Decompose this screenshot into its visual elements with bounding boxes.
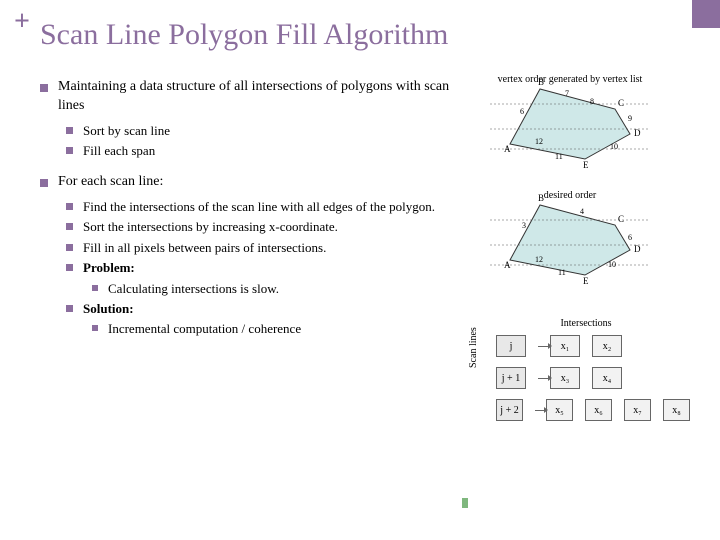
bullet-solution-detail: Incremental computation / coherence [92, 320, 460, 338]
svg-text:9: 9 [628, 114, 632, 123]
bullet-icon [66, 223, 73, 230]
bullet-text: Calculating intersections is slow. [108, 280, 279, 298]
bullet-icon [66, 305, 73, 312]
figures-column: A B C D E 6 7 8 9 10 11 12 vertex order … [470, 78, 702, 458]
bullet-solution: Solution: [66, 300, 460, 318]
bullet-text: Sort by scan line [83, 122, 170, 140]
cell: x₃ [550, 367, 580, 389]
svg-text:6: 6 [520, 107, 524, 116]
bullet-icon [92, 285, 98, 291]
polygon-figure-2: A B C D E 3 4 6 10 11 12 desired order [480, 190, 660, 300]
bullet-text: Fill in all pixels between pairs of inte… [83, 239, 326, 257]
bullet-sort-scan: Sort by scan line [66, 122, 460, 140]
bullet-text: Solution: [83, 300, 134, 318]
cell: x₅ [546, 399, 573, 421]
bullet-fill-span: Fill each span [66, 142, 460, 160]
content-body: Maintaining a data structure of all inte… [40, 78, 460, 340]
slide-title: Scan Line Polygon Fill Algorithm [40, 18, 448, 52]
svg-text:6: 6 [628, 233, 632, 242]
bullet-problem: Problem: [66, 259, 460, 277]
svg-text:11: 11 [555, 152, 563, 161]
bullet-text: Incremental computation / coherence [108, 320, 301, 338]
stray-artifact [462, 498, 468, 508]
cell: x₁ [550, 335, 580, 357]
table-title: Intersections [470, 318, 702, 329]
cell: x₆ [585, 399, 612, 421]
plus-decorator: + [14, 8, 30, 36]
bullet-icon [66, 127, 73, 134]
bullet-icon [92, 325, 98, 331]
bullet-find: Find the intersections of the scan line … [66, 198, 460, 216]
bullet-problem-detail: Calculating intersections is slow. [92, 280, 460, 298]
bullet-text: Sort the intersections by increasing x-c… [83, 218, 338, 236]
bullet-text: For each scan line: [58, 173, 163, 192]
bullet-maintain: Maintaining a data structure of all inte… [40, 78, 460, 116]
bullet-sort-x: Sort the intersections by increasing x-c… [66, 218, 460, 236]
bullet-icon [66, 244, 73, 251]
bullet-fill-pairs: Fill in all pixels between pairs of inte… [66, 239, 460, 257]
cell: x₂ [592, 335, 622, 357]
bullet-icon [66, 203, 73, 210]
svg-text:B: B [538, 77, 544, 87]
polygon-figure-1: A B C D E 6 7 8 9 10 11 12 vertex order … [480, 74, 660, 184]
bullet-text: Fill each span [83, 142, 155, 160]
svg-text:D: D [634, 128, 641, 138]
row-head: j + 1 [496, 367, 526, 389]
svg-text:B: B [538, 193, 544, 203]
svg-text:E: E [583, 160, 589, 169]
cell: x₄ [592, 367, 622, 389]
cell: x₈ [663, 399, 690, 421]
table-row: j x₁ x₂ [496, 335, 702, 357]
svg-text:7: 7 [565, 89, 569, 98]
table-ylabel: Scan lines [468, 327, 479, 368]
arrow-icon [538, 346, 548, 347]
bullet-text: Problem: [83, 259, 135, 277]
svg-text:3: 3 [522, 221, 526, 230]
bullet-for-each: For each scan line: [40, 173, 460, 192]
bullet-icon [66, 264, 73, 271]
svg-text:D: D [634, 244, 641, 254]
bullet-text: Maintaining a data structure of all inte… [58, 78, 460, 116]
svg-text:A: A [504, 260, 511, 270]
table-row: j + 1 x₃ x₄ [496, 367, 702, 389]
row-head: j + 2 [496, 399, 523, 421]
svg-text:4: 4 [580, 207, 584, 216]
bullet-icon [66, 147, 73, 154]
arrow-icon [535, 410, 544, 411]
corner-accent [692, 0, 720, 28]
row-head: j [496, 335, 526, 357]
svg-text:C: C [618, 214, 624, 224]
intersections-table: Scan lines Intersections j x₁ x₂ j + 1 x… [470, 318, 702, 458]
svg-text:10: 10 [610, 142, 618, 151]
svg-text:A: A [504, 144, 511, 154]
arrow-icon [538, 378, 548, 379]
bullet-text: Find the intersections of the scan line … [83, 198, 435, 216]
svg-text:C: C [618, 98, 624, 108]
bullet-icon [40, 84, 48, 92]
svg-text:12: 12 [535, 255, 543, 264]
svg-text:11: 11 [558, 268, 566, 277]
svg-text:10: 10 [608, 260, 616, 269]
svg-text:8: 8 [590, 97, 594, 106]
bullet-icon [40, 179, 48, 187]
svg-text:E: E [583, 276, 589, 285]
table-row: j + 2 x₅ x₆ x₇ x₈ [496, 399, 702, 421]
cell: x₇ [624, 399, 651, 421]
svg-text:12: 12 [535, 137, 543, 146]
